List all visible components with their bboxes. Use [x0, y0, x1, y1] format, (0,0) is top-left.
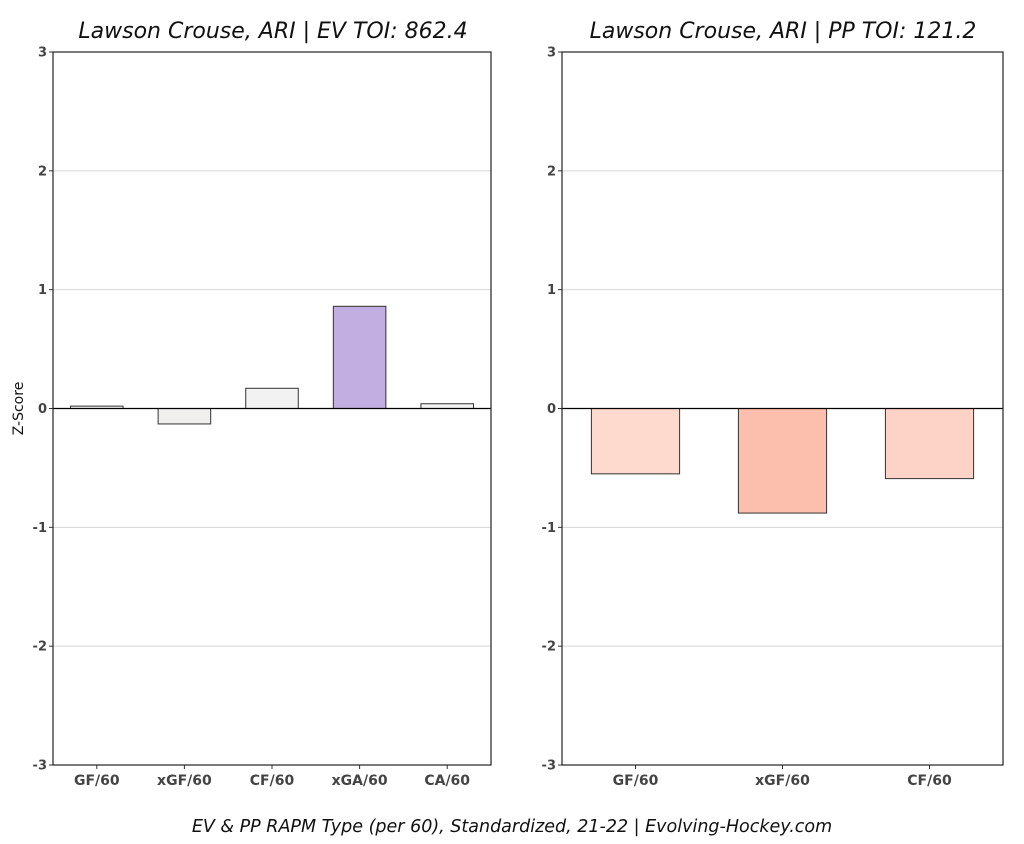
- pp-panel: Lawson Crouse, ARI | PP TOI: 121.2 GF/60 x…: [542, 19, 1004, 789]
- y-axis-label: Z-Score: [11, 382, 27, 436]
- y-tick-label: 1: [547, 283, 556, 298]
- y-tick-label: -2: [33, 640, 47, 655]
- y-tick-label: -3: [33, 759, 47, 774]
- plot-frame: [561, 51, 1004, 766]
- y-tick-label: -3: [542, 759, 556, 774]
- bar-cf-60: [884, 408, 975, 480]
- bar-gf-60: [590, 408, 681, 475]
- ev-panel: Lawson Crouse, ARI | EV TOI: 862.4 GF/60 x…: [11, 19, 492, 789]
- x-tick-label: CF/60: [907, 773, 952, 789]
- footer-caption: EV & PP RAPM Type (per 60), Standardized…: [192, 817, 832, 837]
- x-tick-label: CF/60: [250, 773, 295, 789]
- y-tick-label: 2: [38, 164, 47, 179]
- x-tick-label: GF/60: [613, 773, 659, 789]
- y-tick-label: -1: [542, 521, 556, 536]
- panel-title: Lawson Crouse, ARI | EV TOI: 862.4: [78, 19, 467, 44]
- y-tick-label: -1: [33, 521, 47, 536]
- y-tick-label: 1: [38, 283, 47, 298]
- plot-frame: [52, 51, 492, 766]
- x-tick-label: GF/60: [74, 773, 120, 789]
- bar-cf-60: [245, 387, 299, 410]
- x-tick-label: xGF/60: [157, 773, 212, 789]
- y-tick-label: 0: [38, 402, 47, 417]
- bar-xgf-60: [737, 408, 828, 514]
- y-tick-label: 2: [547, 164, 556, 179]
- y-tick-label: 3: [38, 46, 47, 61]
- bar-ca-60: [420, 403, 474, 410]
- x-tick-label: CA/60: [424, 773, 470, 789]
- bar-xgf-60: [157, 408, 212, 425]
- x-tick-label: xGA/60: [332, 773, 388, 789]
- y-tick-label: 0: [547, 402, 556, 417]
- y-tick-label: -2: [542, 640, 556, 655]
- panel-title: Lawson Crouse, ARI | PP TOI: 121.2: [590, 19, 977, 44]
- bar-xga-60: [332, 305, 387, 410]
- x-tick-label: xGF/60: [755, 773, 810, 789]
- y-tick-label: 3: [547, 46, 556, 61]
